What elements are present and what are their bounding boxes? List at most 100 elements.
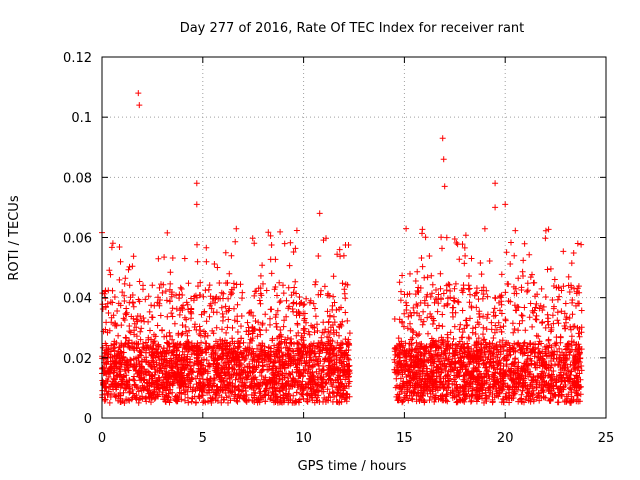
roti-point [107, 271, 114, 278]
roti-point [401, 291, 408, 298]
roti-point [173, 305, 180, 312]
roti-point [117, 258, 124, 265]
roti-point [268, 242, 275, 248]
roti-point [303, 354, 310, 361]
roti-point [225, 399, 231, 406]
roti-point [274, 307, 281, 314]
roti-point [285, 284, 292, 291]
roti-point [346, 330, 353, 337]
roti-point [103, 349, 110, 356]
roti-point [305, 328, 312, 335]
y-tick-labels: 00.020.040.060.080.10.12 [63, 51, 92, 427]
roti-point [526, 314, 533, 321]
roti-point [167, 280, 174, 287]
roti-point [228, 371, 235, 378]
roti-point [177, 340, 184, 347]
roti-point [461, 260, 468, 267]
roti-point [110, 369, 117, 376]
roti-point [329, 306, 336, 313]
roti-point [179, 292, 186, 298]
roti-point [542, 227, 549, 234]
roti-point [142, 349, 149, 356]
roti-point [257, 272, 264, 279]
roti-point [545, 337, 552, 344]
roti-point [239, 289, 246, 296]
roti-point [243, 374, 250, 381]
roti-point [122, 275, 129, 282]
roti-point [568, 333, 575, 340]
roti-point [532, 316, 539, 323]
roti-point [118, 322, 125, 329]
roti-point [521, 240, 528, 247]
roti-point [256, 326, 263, 333]
roti-point [287, 339, 294, 346]
roti-point [148, 302, 155, 309]
roti-point [341, 290, 348, 297]
roti-point [450, 335, 457, 342]
roti-point [296, 294, 303, 300]
roti-point [311, 361, 318, 368]
roti-point [218, 365, 225, 372]
roti-point [301, 317, 308, 324]
roti-point [326, 334, 332, 341]
roti-point [287, 239, 294, 246]
roti-point [159, 327, 165, 334]
roti-point [300, 327, 307, 334]
roti-point [551, 276, 558, 283]
roti-point [338, 360, 345, 367]
roti-point [259, 262, 266, 269]
roti-point [327, 358, 334, 365]
roti-point [449, 304, 456, 311]
roti-point [218, 304, 225, 311]
roti-point [176, 291, 183, 298]
roti-point [322, 379, 329, 386]
roti-point [557, 333, 564, 340]
roti-point [182, 323, 189, 330]
roti-point [164, 229, 171, 236]
roti-point [196, 292, 203, 298]
roti-point [184, 376, 191, 383]
roti-point [452, 280, 459, 287]
roti-point [231, 317, 238, 324]
x-tick-label: 0 [98, 431, 106, 446]
roti-point [326, 390, 333, 397]
roti-point [137, 328, 144, 335]
roti-point [202, 349, 209, 356]
roti-point [277, 228, 284, 235]
roti-point [110, 375, 117, 382]
roti-point [336, 323, 343, 330]
roti-point [168, 289, 175, 296]
roti-point [310, 300, 317, 307]
roti-point [472, 324, 479, 331]
roti-point [420, 308, 427, 315]
roti-point [330, 293, 337, 300]
roti-point [396, 279, 403, 286]
roti-point [491, 305, 498, 312]
roti-point [142, 296, 149, 303]
roti-point [414, 332, 421, 339]
roti-point [194, 351, 201, 358]
roti-point [270, 397, 277, 404]
roti-point [322, 355, 329, 362]
roti-point [106, 399, 113, 406]
roti-point [230, 280, 237, 287]
roti-point [237, 378, 243, 385]
roti-point [121, 317, 128, 323]
roti-point [130, 390, 137, 397]
roti-point [136, 102, 143, 109]
roti-point [229, 324, 236, 331]
roti-point [293, 227, 300, 234]
roti-point [226, 393, 232, 400]
roti-point [208, 353, 215, 360]
roti-point [300, 337, 307, 344]
roti-point [222, 249, 229, 256]
roti-point [339, 360, 345, 367]
roti-point [130, 376, 137, 383]
roti-point [203, 244, 210, 251]
roti-point [312, 353, 319, 360]
roti-point [320, 319, 327, 326]
roti-point [130, 253, 137, 260]
roti-point [223, 280, 229, 287]
roti-point [456, 256, 463, 263]
roti-point [131, 356, 137, 363]
